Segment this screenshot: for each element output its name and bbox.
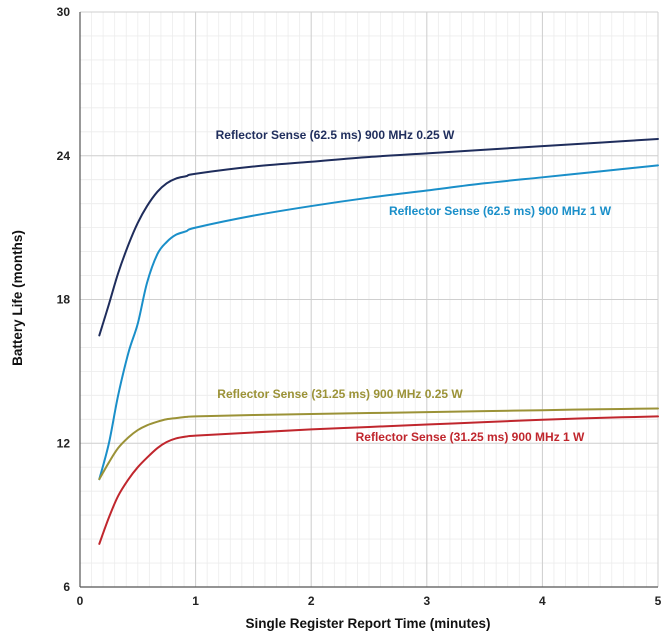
y-axis-label: Battery Life (months): [10, 230, 25, 366]
series-line-62-5ms-1w: [98, 164, 659, 481]
y-tick-label: 30: [57, 5, 71, 19]
x-tick-label: 4: [539, 594, 546, 608]
series-label-62-5ms-1w: Reflector Sense (62.5 ms) 900 MHz 1 W: [389, 204, 612, 218]
series-labels: Reflector Sense (62.5 ms) 900 MHz 0.25 W…: [216, 128, 612, 444]
series-label-31-25ms-0-25w: Reflector Sense (31.25 ms) 900 MHz 0.25 …: [217, 387, 463, 401]
y-tick-label: 6: [63, 580, 70, 594]
y-tick-label: 18: [57, 293, 71, 307]
series-line-62-5ms-0-25w: [98, 137, 659, 337]
series-label-31-25ms-1w: Reflector Sense (31.25 ms) 900 MHz 1 W: [356, 430, 585, 444]
axes: [79, 12, 658, 588]
x-tick-label: 3: [423, 594, 430, 608]
x-tick-label: 1: [192, 594, 199, 608]
series-group: [98, 137, 659, 545]
series-line-31-25ms-0-25w: [98, 407, 659, 481]
series-label-62-5ms-0-25w: Reflector Sense (62.5 ms) 900 MHz 0.25 W: [216, 128, 455, 142]
x-tick-label: 5: [655, 594, 662, 608]
y-tick-label: 12: [57, 436, 71, 450]
y-tick-label: 24: [57, 149, 71, 163]
x-axis-label: Single Register Report Time (minutes): [245, 616, 490, 631]
series-line-31-25ms-1w: [98, 415, 659, 545]
x-tick-label: 0: [77, 594, 84, 608]
x-tick-label: 2: [308, 594, 315, 608]
